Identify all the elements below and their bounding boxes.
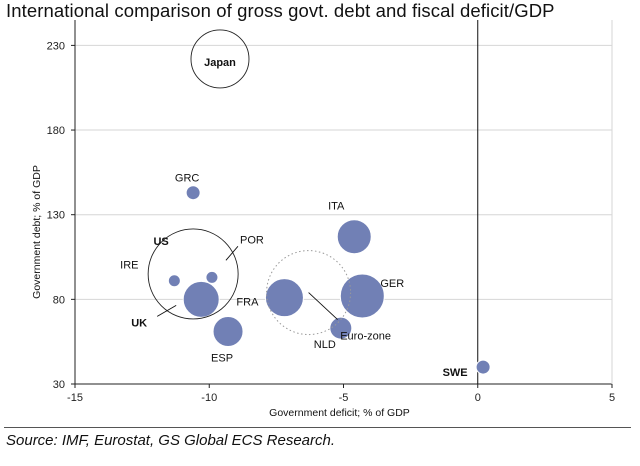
label-ita: ITA xyxy=(328,201,345,213)
leader-layer xyxy=(156,246,338,320)
label-uk: UK xyxy=(131,317,147,329)
ring-euro-zone xyxy=(266,250,352,336)
y-tick-label-180: 180 xyxy=(47,125,65,137)
ring-layer xyxy=(147,29,352,336)
x-tick-label--10: -10 xyxy=(201,392,217,404)
label-euro-zone: Euro-zone xyxy=(340,331,391,343)
leader-por xyxy=(225,246,239,261)
y-tick-label-130: 130 xyxy=(47,210,65,222)
bubble-ita xyxy=(336,219,372,255)
y-tick-label-80: 80 xyxy=(53,294,65,306)
label-japan: Japan xyxy=(204,57,236,69)
label-esp: ESP xyxy=(211,353,233,365)
leader-uk xyxy=(156,304,177,317)
chart-source: Source: IMF, Eurostat, GS Global ECS Res… xyxy=(6,432,336,449)
chart-title: International comparison of gross govt. … xyxy=(6,0,555,21)
label-por: POR xyxy=(240,234,264,246)
y-tick-label-230: 230 xyxy=(47,40,65,52)
bubble-esp xyxy=(212,316,244,348)
grid-layer xyxy=(75,44,612,300)
label-swe: SWE xyxy=(443,367,468,379)
bubble-grc xyxy=(185,185,201,201)
bubble-ire xyxy=(167,274,181,288)
label-us: US xyxy=(153,236,168,248)
label-fra: FRA xyxy=(236,297,259,309)
bubble-fra xyxy=(264,278,304,318)
label-ger: GER xyxy=(380,278,404,290)
label-ire: IRE xyxy=(120,260,138,272)
ring-japan xyxy=(190,29,250,89)
label-grc: GRC xyxy=(175,173,200,185)
x-tick-label--5: -5 xyxy=(339,392,349,404)
label-layer: GRC ITA POR IRE UK FRA GER ESP NLD SWE Japan US Euro… xyxy=(120,57,467,379)
bubble-layer xyxy=(167,185,491,375)
ring-us xyxy=(147,228,239,320)
bubble-por xyxy=(205,270,219,284)
x-tick-label-0: 0 xyxy=(475,392,481,404)
x-tick-label-5: 5 xyxy=(609,392,615,404)
y-axis-title: Government debt; % of GDP xyxy=(31,165,43,299)
bubble-nld xyxy=(329,316,353,340)
x-tick-label--15: -15 xyxy=(67,392,83,404)
bubble-ger xyxy=(339,273,385,319)
label-nld: NLD xyxy=(314,339,336,351)
leader-euro-zone xyxy=(308,292,338,320)
bubble-uk xyxy=(182,280,220,318)
source-divider xyxy=(4,427,631,428)
y-tick-label-30: 30 xyxy=(53,379,65,391)
axis-layer: 30 80 130 180 230 -15 -10 -5 0 5 Government defici… xyxy=(31,20,615,419)
bubble-swe xyxy=(475,359,491,375)
x-axis-title: Government deficit; % of GDP xyxy=(269,407,410,419)
